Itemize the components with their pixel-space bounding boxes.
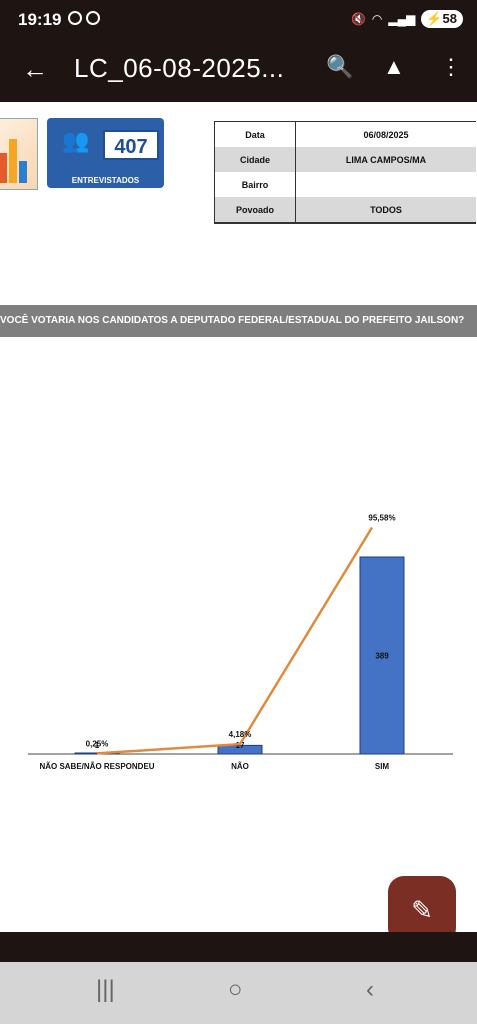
info-key: Data [214, 121, 296, 147]
home-icon[interactable]: ○ [228, 976, 243, 1003]
question-text: VOCÊ VOTARIA NOS CANDIDATOS A DEPUTADO F… [0, 315, 465, 326]
x-tick-label: NÃO [231, 762, 249, 771]
app-bar: ← LC_06-08-2025... 🔍 ▲ ⋮ [0, 40, 477, 102]
status-bar: 19:19 🔇 ◠ ▂▄▆ ⚡58 [0, 0, 477, 40]
bar-chart: 1 NÃO SABE/NÃO RESPONDEU 17 NÃO 389 SIM 0,25% 4… [28, 513, 453, 771]
info-row: Data 06/08/2025 [214, 121, 476, 147]
back-nav-icon[interactable]: ‹ [366, 976, 374, 1003]
signal-icon: ▂▄▆ [388, 12, 416, 26]
interviewed-count: 407 [103, 130, 159, 160]
info-row: Povoado TODOS [214, 197, 476, 224]
system-nav-bar: ||| ○ ‹ [0, 962, 477, 1024]
bottom-bar [0, 932, 477, 962]
info-value: LIMA CAMPOS/MA [295, 147, 476, 172]
interviewed-card: 👥 407 ENTREVISTADOS [47, 118, 164, 188]
more-vert-icon[interactable]: ⋮ [440, 54, 462, 79]
info-row: Cidade LIMA CAMPOS/MA [214, 147, 476, 172]
chart-logo-image [0, 118, 38, 190]
info-value: 06/08/2025 [295, 121, 476, 147]
interviewed-label: ENTREVISTADOS [71, 176, 140, 185]
info-table: Data 06/08/2025 Cidade LIMA CAMPOS/MA Ba… [214, 121, 476, 224]
notification-icons [68, 11, 100, 25]
info-row: Bairro [214, 172, 476, 197]
arrow-left-icon[interactable]: ← [22, 54, 48, 84]
info-key: Povoado [214, 197, 296, 224]
recent-apps-icon[interactable]: ||| [96, 976, 115, 1003]
mute-icon: 🔇 [350, 12, 366, 26]
x-tick-label: SIM [375, 762, 390, 771]
percent-trend-line [96, 526, 374, 755]
bar-value-label: 1 [95, 741, 100, 750]
info-value [295, 172, 476, 197]
info-key: Bairro [214, 172, 296, 197]
chart-bar [359, 556, 405, 755]
status-time: 19:19 [18, 10, 62, 29]
status-right: 🔇 ◠ ▂▄▆ ⚡58 [351, 10, 463, 28]
bar-value-label: 389 [375, 652, 389, 661]
chart-bar [217, 744, 263, 755]
info-key: Cidade [214, 147, 296, 172]
wifi-icon: ◠ [371, 12, 383, 26]
add-to-drive-icon[interactable]: ▲ [383, 54, 405, 79]
percent-label: 0,25% [86, 739, 109, 748]
percent-label: 4,18% [229, 730, 252, 739]
percent-label: 95,58% [368, 513, 395, 522]
whatsapp-icon [68, 11, 82, 25]
document-title: LC_06-08-2025... [74, 53, 285, 83]
battery-indicator: ⚡58 [421, 10, 463, 28]
find-in-page-icon[interactable]: 🔍 [326, 54, 354, 79]
pdf-page: 👥 407 ENTREVISTADOS Data 06/08/2025 Cida… [0, 102, 477, 932]
bar-value-label: 17 [236, 741, 245, 750]
info-value: TODOS [295, 197, 476, 224]
x-tick-label: NÃO SABE/NÃO RESPONDEU [39, 762, 154, 771]
people-icon: 👥 [62, 128, 90, 153]
youtube-icon [86, 11, 100, 25]
question-banner: VOCÊ VOTARIA NOS CANDIDATOS A DEPUTADO F… [0, 305, 477, 337]
